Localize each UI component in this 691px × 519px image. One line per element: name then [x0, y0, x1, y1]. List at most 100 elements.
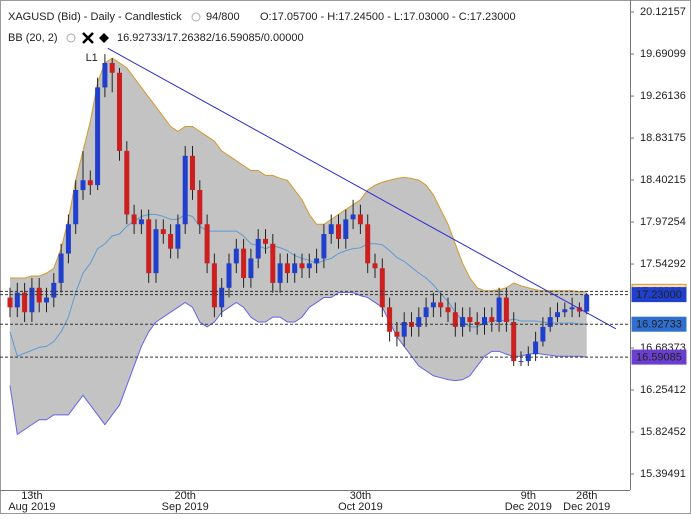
candle-body	[14, 292, 20, 308]
candle-body	[365, 224, 371, 264]
candle-body	[460, 317, 466, 327]
candle-body	[343, 219, 349, 239]
trendline-label: L1	[86, 52, 98, 64]
candle-body	[525, 354, 531, 362]
candle-body	[95, 87, 101, 186]
x-tick-month: Dec 2019	[505, 501, 552, 513]
candle-body	[138, 219, 144, 225]
candle-body	[7, 297, 13, 308]
candle-body	[533, 341, 539, 355]
candle-body	[503, 297, 509, 322]
y-tick-label: 19.26136	[640, 90, 686, 102]
price-label-box	[631, 349, 687, 365]
y-tick-label: 20.12157	[640, 6, 686, 18]
candle-body	[124, 150, 130, 215]
candle-body	[482, 317, 487, 325]
price-label-box	[631, 287, 687, 303]
candle-body	[73, 190, 79, 225]
candle-body	[226, 263, 232, 288]
y-tick-label: 18.40215	[640, 174, 686, 186]
candle-body	[547, 317, 553, 327]
candle-body	[65, 224, 71, 254]
candle-body	[467, 317, 473, 322]
y-tick-label: 16.25412	[640, 384, 686, 396]
price-label: 17.23000	[636, 289, 682, 301]
x-tick-day: 13th	[21, 490, 42, 502]
x-tick-month: Aug 2019	[8, 501, 55, 513]
candle-body	[336, 224, 341, 239]
ohlc-text: O:17.05700 - H:17.24500 - L:17.03000 - C…	[260, 11, 516, 23]
candle-body	[146, 219, 152, 274]
y-tick-label: 15.39491	[640, 468, 686, 480]
candle-body	[314, 258, 320, 264]
candles	[7, 54, 590, 366]
trendline[interactable]	[107, 47, 617, 330]
candle-body	[387, 307, 393, 332]
candle-body	[445, 307, 451, 313]
candle-body	[270, 243, 276, 283]
candle-body	[160, 229, 166, 235]
candle-body	[153, 229, 159, 274]
candle-body	[87, 180, 93, 186]
candle-body	[51, 282, 57, 298]
y-tick-label: 17.54292	[640, 258, 686, 270]
candle-body	[299, 263, 305, 269]
candle-body	[321, 234, 327, 259]
band-line	[10, 57, 587, 293]
candle-body	[555, 312, 560, 318]
chart-title: XAGUSD (Bid) - Daily - Candlestick	[8, 11, 182, 23]
candle-body	[292, 263, 298, 274]
eye-icon[interactable]	[66, 33, 76, 43]
candle-body	[102, 62, 108, 88]
candle-body	[255, 238, 261, 259]
candle-body	[241, 248, 247, 279]
candle-body	[328, 224, 334, 235]
price-label-box	[631, 316, 687, 332]
candle-body	[518, 361, 524, 363]
candle-body	[58, 253, 64, 283]
y-tick-label: 17.97254	[640, 216, 686, 228]
candle-body	[562, 309, 568, 313]
candle-body	[496, 297, 502, 322]
bands	[9, 57, 587, 436]
band-area	[10, 58, 587, 435]
bar-count: 94/800	[206, 11, 240, 23]
candle-body	[379, 268, 385, 308]
candle-body	[263, 238, 268, 244]
candle-body	[29, 287, 35, 313]
candle-body	[584, 294, 590, 312]
candle-body	[423, 307, 429, 318]
settings-icon[interactable]	[99, 33, 109, 43]
candle-body	[284, 263, 290, 274]
candle-body	[306, 263, 312, 269]
candle-body	[175, 224, 181, 249]
candle-body	[540, 326, 546, 342]
candle-body	[190, 155, 195, 191]
candle-body	[80, 180, 86, 191]
candle-body	[357, 214, 363, 225]
candle-body	[182, 155, 188, 225]
x-tick-month: Oct 2019	[338, 501, 383, 513]
candle-body	[452, 312, 458, 327]
y-tick-label: 19.69099	[640, 48, 686, 60]
candle-body	[36, 287, 42, 303]
y-axis: 20.12157 19.69099 19.26136 18.83175 18.40215…	[630, 6, 687, 480]
candle-body	[474, 321, 480, 325]
x-tick-month: Sep 2019	[162, 501, 209, 513]
x-tick-day: 20th	[174, 490, 195, 502]
candle-body	[438, 302, 444, 308]
candle-body	[131, 214, 137, 225]
indicator-name: BB (20, 2)	[8, 32, 58, 44]
header: XAGUSD (Bid) - Daily - Candlestick 94/80…	[8, 11, 516, 44]
close-icon[interactable]	[82, 32, 94, 44]
candle-body	[219, 287, 225, 308]
candle-body	[372, 263, 378, 269]
candle-body	[576, 307, 582, 312]
candle-body	[22, 292, 28, 313]
overlay: L1	[0, 47, 630, 358]
price-label: 16.92733	[636, 319, 682, 331]
eye-icon[interactable]	[191, 12, 201, 22]
candle-body	[511, 321, 517, 362]
